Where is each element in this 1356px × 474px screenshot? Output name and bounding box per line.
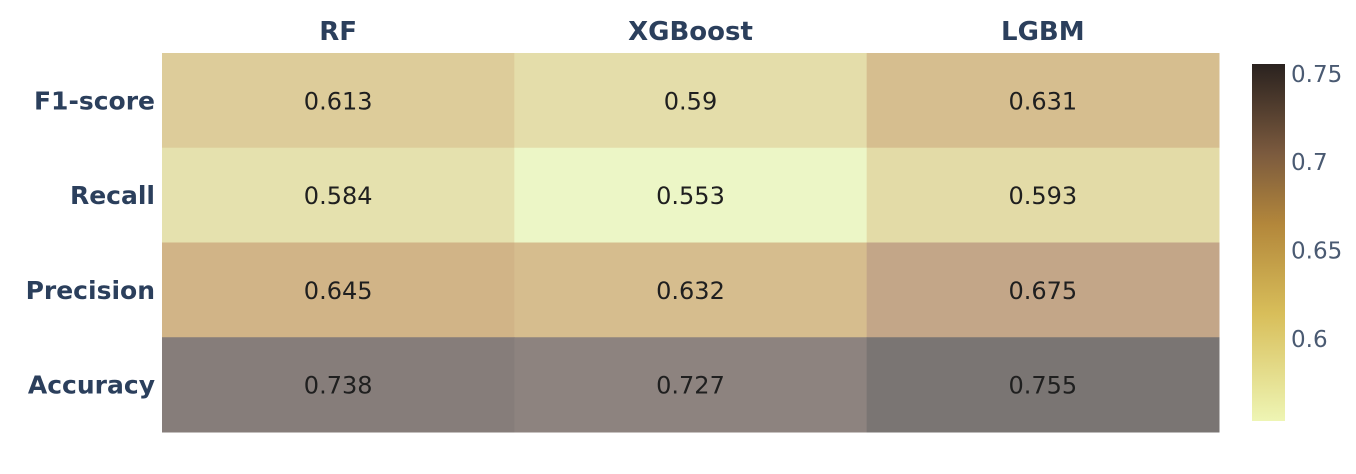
x-label-rf: RF xyxy=(319,17,357,47)
heatmap-cell xyxy=(162,242,515,338)
heatmap-cell xyxy=(162,337,515,433)
colorbar-tick-label: 0.65 xyxy=(1291,239,1342,265)
colorbar-tick-label: 0.75 xyxy=(1291,62,1342,88)
heatmap-cells xyxy=(162,53,1220,433)
x-axis-labels: RF XGBoost LGBM xyxy=(319,17,1084,47)
y-label-accuracy: Accuracy xyxy=(28,371,155,400)
x-label-lgbm: LGBM xyxy=(1001,17,1085,47)
colorbar-tick-label: 0.6 xyxy=(1291,327,1328,353)
heatmap-cell xyxy=(514,147,868,243)
cell-value-label: 0.755 xyxy=(1008,372,1077,400)
heatmap-cell xyxy=(514,53,868,149)
colorbar: 0.6 0.65 0.7 0.75 xyxy=(1252,62,1342,421)
y-label-recall: Recall xyxy=(70,181,155,210)
heatmap-cell xyxy=(866,242,1220,338)
x-label-xgboost: XGBoost xyxy=(628,17,753,47)
colorbar-gradient xyxy=(1252,64,1285,421)
cell-value-label: 0.738 xyxy=(304,372,373,400)
cell-value-label: 0.645 xyxy=(304,277,373,305)
cell-value-label: 0.727 xyxy=(656,372,725,400)
cell-value-label: 0.613 xyxy=(304,87,373,115)
heatmap-cell xyxy=(866,147,1220,243)
heatmap-cell xyxy=(866,337,1220,433)
cell-value-label: 0.593 xyxy=(1008,182,1077,210)
heatmap-cell-labels: 0.613 0.59 0.631 0.584 0.553 0.593 0.645 0.632 0… xyxy=(304,87,1077,399)
cell-value-label: 0.584 xyxy=(304,182,373,210)
colorbar-tick-label: 0.7 xyxy=(1291,150,1328,176)
heatmap-cell xyxy=(162,147,515,243)
cell-value-label: 0.59 xyxy=(664,87,717,115)
heatmap-cell xyxy=(514,337,868,433)
heatmap-cell xyxy=(514,242,868,338)
cell-value-label: 0.631 xyxy=(1008,87,1077,115)
heatmap-cell xyxy=(162,53,515,149)
y-axis-labels: F1-score Recall Precision Accuracy xyxy=(26,86,155,399)
cell-value-label: 0.632 xyxy=(656,277,725,305)
heatmap-cell xyxy=(866,53,1220,149)
y-label-precision: Precision xyxy=(26,276,155,305)
y-label-f1-score: F1-score xyxy=(34,86,155,115)
cell-value-label: 0.675 xyxy=(1008,277,1077,305)
cell-value-label: 0.553 xyxy=(656,182,725,210)
colorbar-ticks: 0.6 0.65 0.7 0.75 xyxy=(1291,62,1342,353)
